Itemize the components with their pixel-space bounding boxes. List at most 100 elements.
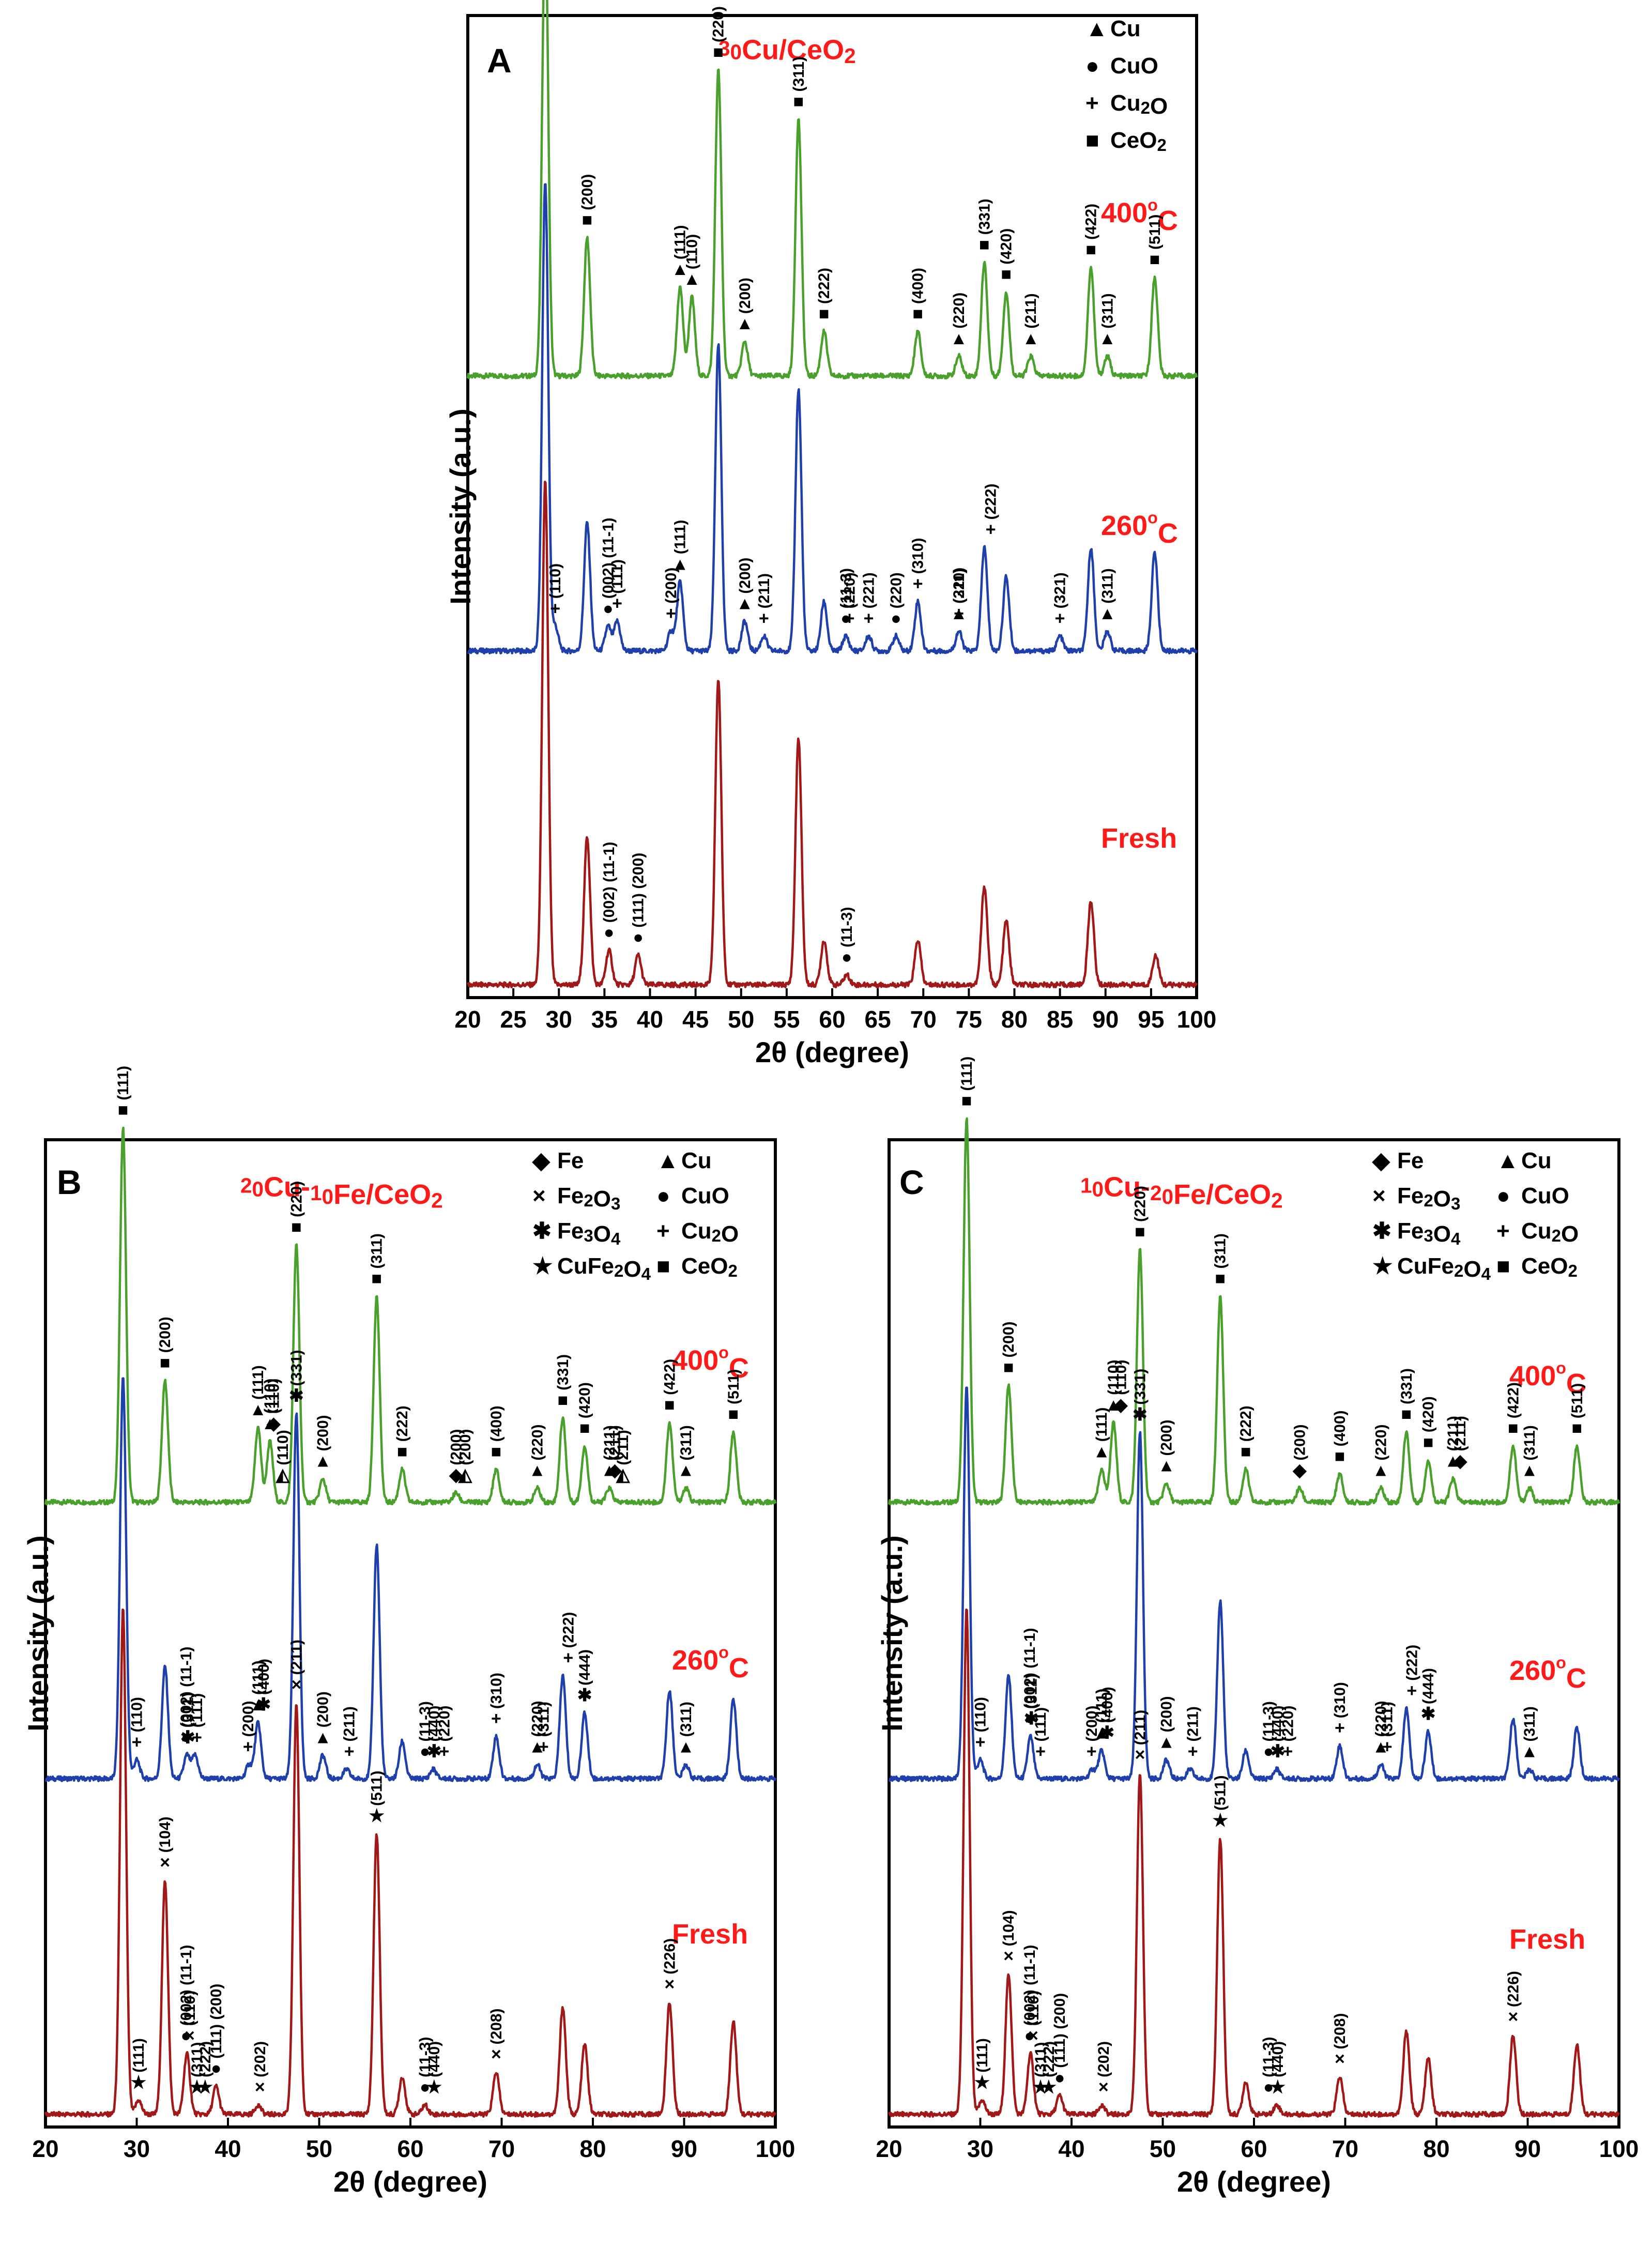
peak-symbol: ▲: [314, 1451, 332, 1471]
peak-label: (311): [189, 2042, 206, 2077]
peak-annotation: ▲(111): [671, 520, 689, 574]
peak-symbol: ✱: [256, 1695, 271, 1715]
y-axis-title: Intensity (a.u.): [876, 1535, 908, 1732]
peak-symbol: ■: [1215, 1269, 1226, 1289]
peak-label: (311): [790, 56, 807, 91]
peak-annotation: +(110): [547, 563, 564, 618]
peak-symbol: +: [1035, 1742, 1046, 1762]
peak-label: (208): [488, 2008, 505, 2044]
peak-label: (400): [488, 1405, 505, 1442]
peak-label: (331): [288, 1350, 305, 1386]
peak-annotation: ◆(110): [1112, 1360, 1129, 1415]
peak-symbol: ▲: [683, 269, 701, 289]
peak-annotation: ★(111): [974, 2038, 991, 2092]
peak-symbol: ✱: [1024, 1709, 1039, 1728]
peak-annotation: ●(002) (11-1): [1021, 1628, 1038, 1728]
peak-label: (11-3): [417, 1701, 434, 1741]
legend-symbol: +: [1085, 90, 1099, 116]
peak-label: (211): [1022, 293, 1039, 328]
x-tick-label: 50: [728, 1006, 754, 1033]
peak-label: (420): [576, 1382, 593, 1418]
peak-annotation: ★(511): [369, 1771, 386, 1826]
peak-symbol: ▲: [950, 604, 968, 623]
chart-title: 30Cu/CeO2: [718, 35, 856, 68]
peak-symbol: ×: [1098, 2077, 1109, 2097]
peak-label: (200): [1291, 1425, 1308, 1461]
peak-symbol: ▲: [1158, 1456, 1175, 1476]
peak-annotation: ▲(220): [1372, 1425, 1389, 1480]
peak-annotation: +(220): [1279, 1705, 1296, 1761]
legend-label: CuFe2O4: [557, 1253, 651, 1283]
peak-label: (422): [1083, 204, 1100, 240]
peak-annotation: ✱(331): [1131, 1369, 1149, 1425]
peak-annotation: ◆(200): [1291, 1425, 1308, 1480]
peak-annotation: ◆(211): [1452, 1416, 1469, 1471]
peak-label: (208): [1332, 2013, 1349, 2049]
peak-label: (222): [983, 483, 1000, 519]
peak-label: (111): [958, 1057, 975, 1091]
peak-annotation: ▲(220): [1372, 1701, 1389, 1756]
y-axis-title: Intensity (a.u.): [22, 1535, 54, 1732]
legend-symbol: ●: [656, 1183, 670, 1208]
peak-annotation: ×(202): [1095, 2041, 1112, 2097]
peak-symbol: ✱: [1271, 1742, 1286, 1762]
peak-label: (511): [1569, 1383, 1586, 1418]
peak-symbol: ■: [728, 1404, 739, 1424]
peak-label: (440): [1269, 2041, 1287, 2077]
peak-label: (311): [1099, 568, 1116, 603]
peak-label: (311): [1379, 1702, 1396, 1737]
peak-symbol: +: [1406, 1681, 1417, 1701]
peak-symbol: +: [975, 1732, 986, 1752]
peak-label: (220): [436, 1705, 453, 1741]
peak-annotation: ■(400): [1332, 1410, 1349, 1466]
peak-annotation: +(310): [1332, 1682, 1349, 1738]
peak-annotation: ▲(200): [1158, 1420, 1175, 1476]
peak-label: (111) (200): [630, 853, 647, 928]
peak-label: (310): [1332, 1682, 1349, 1718]
legend-label: CuFe2O4: [1397, 1253, 1491, 1283]
peak-label: (200): [315, 1415, 332, 1451]
peak-symbol: ★: [131, 2073, 146, 2092]
peak-symbol: ×: [255, 2077, 265, 2097]
peak-symbol: +: [759, 608, 769, 628]
peak-symbol: ▲: [1158, 1732, 1175, 1752]
peak-annotation: ▲(220): [950, 568, 968, 623]
peak-annotation: ×(226): [661, 1938, 678, 1994]
peak-annotation: +(220): [436, 1705, 453, 1761]
peak-label: (311): [179, 1692, 196, 1727]
peak-label: (200): [457, 1429, 474, 1465]
peak-symbol: ■: [558, 1390, 569, 1410]
peak-label: (422): [1505, 1382, 1522, 1418]
x-tick-label: 70: [488, 2135, 515, 2162]
peak-annotation: +(110): [129, 1697, 146, 1752]
peak-symbol: ★: [426, 2077, 442, 2097]
plot-frame: [466, 14, 1198, 999]
series-label: 260oC: [1101, 508, 1178, 549]
x-axis-title: 2θ (degree): [1177, 2165, 1331, 2198]
peak-label: (110): [684, 234, 701, 269]
peak-annotation: +(200): [663, 568, 680, 623]
peak-label: (111): [189, 1693, 206, 1728]
peak-symbol: ▲: [1022, 329, 1039, 348]
peak-symbol: ▲: [1098, 329, 1116, 348]
peak-annotation: ▲(111): [249, 1660, 267, 1715]
peak-label: (104): [157, 1816, 174, 1853]
peak-symbol: ■: [1150, 250, 1160, 269]
peak-label: (511): [725, 1369, 742, 1404]
peak-annotation: ✱(311): [1023, 1674, 1040, 1728]
peak-annotation: ▲(220): [950, 293, 968, 348]
legend-symbol: ×: [532, 1183, 546, 1208]
peak-label: (226): [1505, 1971, 1522, 2007]
peak-symbol: ■: [912, 304, 923, 324]
peak-label: (111): [115, 1066, 132, 1100]
peak-symbol: ▲: [601, 1461, 618, 1480]
x-tick-label: 20: [454, 1006, 481, 1033]
peak-annotation: ■(311): [369, 1233, 386, 1288]
peak-annotation: +(110): [972, 1697, 989, 1752]
peak-symbol: ◆: [607, 1461, 622, 1480]
peak-label: (11-3): [1260, 2037, 1277, 2077]
peak-symbol: ■: [1401, 1404, 1412, 1424]
x-axis-title: 2θ (degree): [755, 1036, 909, 1068]
peak-annotation: ▲(211): [1444, 1416, 1462, 1471]
x-tick-label: 25: [500, 1006, 527, 1033]
